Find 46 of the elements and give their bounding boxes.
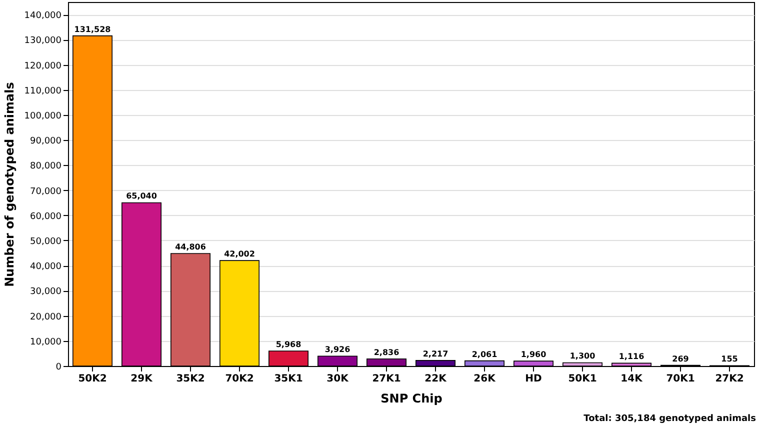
- data-label: 5,968: [276, 340, 302, 350]
- y-tick-label: 120,000: [24, 61, 62, 72]
- data-label: 2,836: [374, 348, 400, 357]
- x-axis-title: SNP Chip: [380, 392, 443, 406]
- y-tick-label: 50,000: [30, 236, 62, 247]
- x-tick-label: 35K2: [176, 374, 205, 384]
- x-tick-label: 50K2: [78, 374, 107, 384]
- x-tick-label: 35K1: [274, 374, 303, 384]
- data-label: 2,217: [422, 349, 448, 358]
- data-label: 3,926: [324, 345, 351, 354]
- x-tick-label: 27K1: [372, 374, 401, 384]
- data-label: 44,806: [175, 242, 206, 252]
- y-tick-label: 30,000: [30, 287, 62, 298]
- y-tick-label: 40,000: [30, 262, 62, 272]
- data-label: 2,061: [472, 350, 498, 359]
- y-tick-label: 20,000: [30, 312, 62, 322]
- x-tick-label: 50K1: [568, 374, 597, 384]
- x-tick-label: 70K2: [225, 374, 254, 384]
- data-label: 155: [721, 354, 738, 364]
- data-label: 1,300: [570, 352, 596, 361]
- y-tick-label: 0: [56, 362, 62, 372]
- y-tick-label: 110,000: [24, 86, 62, 96]
- x-tick-label: 27K2: [715, 374, 744, 384]
- x-tick-label: 14K: [620, 374, 644, 384]
- y-tick-label: 70,000: [30, 186, 62, 197]
- x-tick-label: HD: [525, 374, 542, 384]
- data-label: 269: [672, 354, 690, 364]
- data-label: 65,040: [126, 192, 158, 201]
- y-tick-label: 90,000: [30, 136, 62, 147]
- text: Total: 305,184 genotyped animals: [584, 414, 756, 424]
- data-label: 42,002: [224, 250, 255, 259]
- y-tick-label: 100,000: [24, 111, 62, 122]
- y-tick-label: 80,000: [30, 162, 62, 172]
- x-tick-label: 22K: [424, 374, 448, 384]
- y-tick-label: 140,000: [24, 11, 62, 22]
- y-tick-label: 60,000: [30, 212, 62, 222]
- x-tick-label: 29K: [130, 374, 154, 384]
- x-tick-label: 30K: [326, 374, 350, 384]
- x-tick-label: 26K: [474, 374, 497, 384]
- y-tick-label: 10,000: [30, 337, 62, 348]
- x-tick-label: 70K1: [666, 374, 695, 384]
- data-label: 131,528: [74, 24, 112, 34]
- data-label: 1,116: [618, 352, 645, 362]
- data-label: 1,960: [520, 350, 547, 360]
- y-axis-title: Number of genotyped animals: [2, 82, 16, 287]
- y-tick-label: 130,000: [24, 36, 62, 46]
